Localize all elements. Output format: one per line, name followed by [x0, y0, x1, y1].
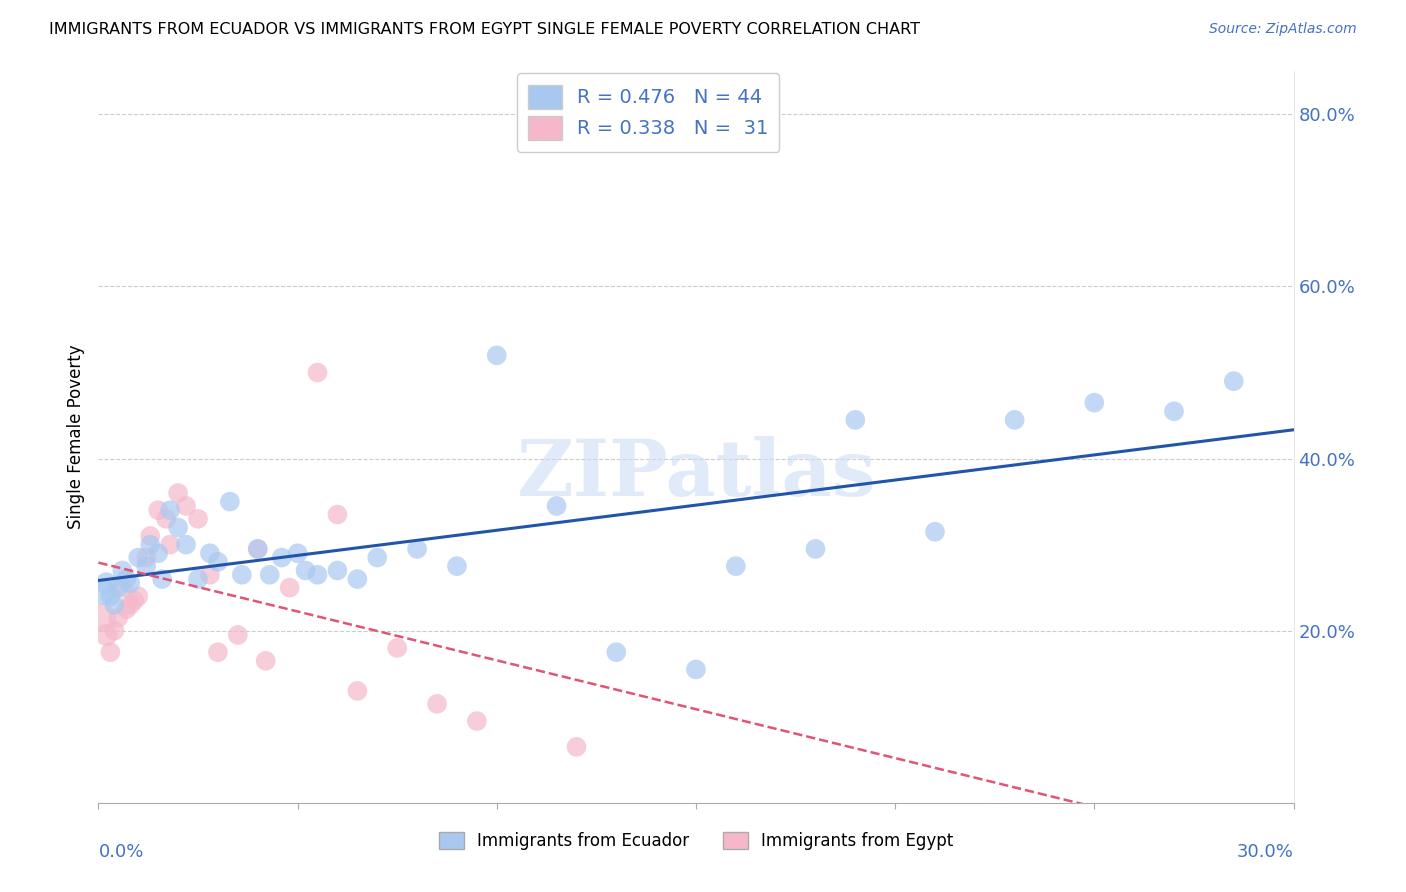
Point: [326, 564, 349, 578]
Point: [207, 555, 229, 569]
Point: [107, 581, 129, 595]
Point: [115, 572, 138, 586]
Point: [124, 593, 146, 607]
Point: [98, 645, 122, 659]
Point: [231, 567, 253, 582]
Point: [446, 559, 468, 574]
Point: [294, 564, 316, 578]
Point: [127, 550, 149, 565]
Point: [103, 598, 125, 612]
Point: [1004, 413, 1026, 427]
Point: [346, 572, 368, 586]
Point: [246, 541, 269, 556]
Point: [135, 559, 157, 574]
Point: [120, 576, 142, 591]
Point: [270, 550, 292, 565]
Point: [198, 567, 221, 582]
Point: [385, 640, 409, 655]
Point: [115, 602, 138, 616]
Point: [148, 503, 170, 517]
Point: [174, 538, 197, 552]
Point: [1163, 404, 1185, 418]
Point: [254, 654, 277, 668]
Point: [107, 611, 129, 625]
Point: [198, 546, 221, 560]
Legend: Immigrants from Ecuador, Immigrants from Egypt: Immigrants from Ecuador, Immigrants from…: [432, 825, 960, 856]
Point: [565, 739, 588, 754]
Point: [426, 697, 449, 711]
Point: [307, 567, 329, 582]
Point: [346, 684, 368, 698]
Point: [167, 486, 190, 500]
Point: [278, 581, 301, 595]
Point: [103, 624, 125, 638]
Point: [485, 348, 508, 362]
Point: [139, 529, 162, 543]
Point: [605, 645, 627, 659]
Point: [844, 413, 866, 427]
Point: [259, 567, 281, 582]
Y-axis label: Single Female Poverty: Single Female Poverty: [66, 345, 84, 529]
Point: [924, 524, 946, 539]
Point: [159, 503, 181, 517]
Point: [159, 538, 181, 552]
Point: [150, 572, 173, 586]
Point: [187, 512, 209, 526]
Point: [219, 494, 242, 508]
Point: [226, 628, 249, 642]
Point: [96, 576, 118, 591]
Point: [127, 589, 149, 603]
Text: 0.0%: 0.0%: [98, 843, 143, 861]
Point: [1223, 374, 1246, 388]
Point: [685, 662, 707, 676]
Point: [148, 546, 170, 560]
Text: ZIPatlas: ZIPatlas: [516, 435, 876, 512]
Point: [804, 541, 827, 556]
Point: [98, 589, 122, 603]
Text: Source: ZipAtlas.com: Source: ZipAtlas.com: [1209, 22, 1357, 37]
Point: [155, 512, 177, 526]
Point: [91, 611, 114, 625]
Point: [366, 550, 388, 565]
Point: [287, 546, 309, 560]
Point: [546, 499, 568, 513]
Point: [111, 564, 134, 578]
Point: [207, 645, 229, 659]
Point: [724, 559, 747, 574]
Point: [120, 598, 142, 612]
Point: [91, 585, 114, 599]
Point: [465, 714, 488, 728]
Point: [187, 572, 209, 586]
Point: [246, 541, 269, 556]
Point: [167, 520, 190, 534]
Point: [135, 550, 157, 565]
Point: [1083, 395, 1105, 409]
Text: IMMIGRANTS FROM ECUADOR VS IMMIGRANTS FROM EGYPT SINGLE FEMALE POVERTY CORRELATI: IMMIGRANTS FROM ECUADOR VS IMMIGRANTS FR…: [49, 22, 920, 37]
Point: [307, 366, 329, 380]
Point: [406, 541, 429, 556]
Text: 30.0%: 30.0%: [1237, 843, 1294, 861]
Point: [326, 508, 349, 522]
Point: [174, 499, 197, 513]
Point: [139, 538, 162, 552]
Point: [111, 581, 134, 595]
Point: [96, 628, 118, 642]
